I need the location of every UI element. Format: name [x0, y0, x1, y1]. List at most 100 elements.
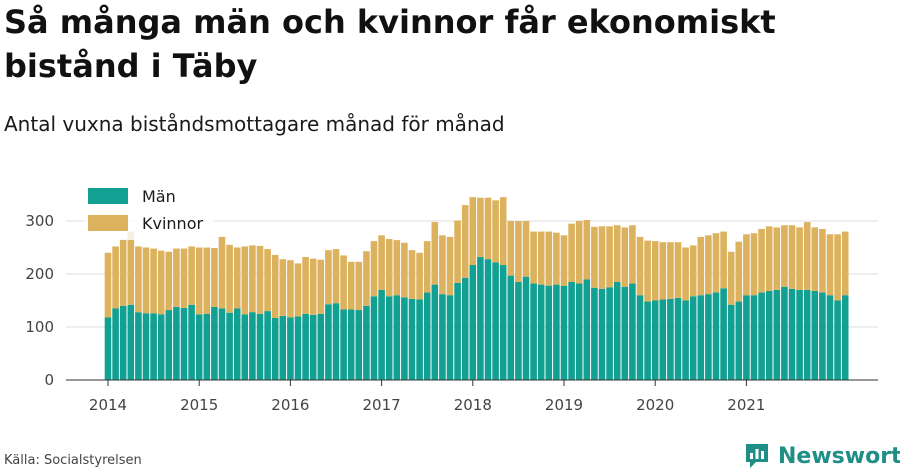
- bar-men: [537, 284, 545, 380]
- bar-men: [477, 257, 484, 380]
- bar-women: [591, 226, 598, 288]
- bar-men: [499, 264, 507, 380]
- bar-women: [515, 221, 522, 282]
- bar-women: [203, 247, 211, 314]
- legend-swatch: [88, 215, 128, 231]
- bar-women: [727, 251, 735, 305]
- bar-women: [423, 241, 431, 293]
- bar-women: [712, 233, 720, 293]
- bar-women: [363, 251, 370, 306]
- bar-men: [667, 298, 674, 380]
- bar-women: [461, 205, 469, 278]
- x-tick-label: 2018: [454, 396, 492, 414]
- bar-women: [583, 219, 591, 280]
- bar-men: [385, 296, 393, 380]
- bar-men: [439, 294, 446, 380]
- bar-men: [264, 311, 271, 380]
- bar-men: [287, 317, 294, 380]
- bar-women: [674, 242, 682, 298]
- bar-women: [560, 235, 568, 286]
- bar-men: [370, 296, 378, 380]
- bar-men: [575, 283, 583, 380]
- brand-logo: Newsworthy: [744, 440, 900, 472]
- bar-women: [811, 227, 819, 291]
- bar-women: [332, 249, 340, 304]
- bar-men: [173, 306, 180, 380]
- bar-women: [119, 239, 127, 306]
- bar-men: [636, 295, 644, 380]
- bar-women: [355, 261, 363, 311]
- bar-women: [765, 226, 773, 291]
- bar-women: [180, 248, 188, 308]
- bar-women: [256, 245, 264, 314]
- bar-men: [720, 288, 727, 380]
- bar-women: [302, 257, 309, 314]
- bar-women: [226, 244, 233, 313]
- bar-women: [287, 260, 294, 318]
- bar-women: [378, 235, 385, 290]
- source-note: Källa: Socialstyrelsen: [4, 453, 142, 468]
- bar-men: [773, 289, 781, 380]
- legend-swatch: [88, 188, 128, 204]
- bar-men: [507, 275, 515, 380]
- bar-women: [271, 254, 279, 318]
- bar-men: [743, 295, 750, 380]
- bar-men: [241, 314, 249, 380]
- bar-men: [271, 317, 279, 380]
- bar-women: [522, 221, 530, 277]
- bar-men: [674, 297, 682, 380]
- bar-women: [507, 221, 515, 276]
- bar-men: [484, 259, 492, 380]
- bar-women: [233, 247, 241, 309]
- bar-men: [218, 308, 226, 380]
- bar-women: [819, 228, 826, 293]
- bar-women: [606, 226, 613, 288]
- bar-women: [340, 255, 347, 310]
- bar-men: [104, 317, 112, 380]
- bar-women: [834, 234, 841, 301]
- bar-women: [499, 197, 507, 265]
- bar-women: [621, 227, 629, 287]
- bar-men: [781, 286, 788, 380]
- bar-men: [834, 300, 841, 380]
- bar-women: [743, 234, 750, 296]
- bar-men: [515, 281, 522, 380]
- x-tick-label: 2017: [363, 396, 401, 414]
- bar-men: [317, 313, 325, 380]
- bar-men: [180, 307, 188, 380]
- bar-women: [781, 225, 788, 287]
- bar-women: [150, 248, 157, 314]
- bar-women: [758, 228, 765, 293]
- bar-men: [826, 295, 834, 380]
- bar-women: [195, 247, 203, 315]
- bar-men: [363, 305, 370, 380]
- bar-men: [294, 316, 302, 380]
- bar-men: [408, 298, 416, 380]
- bar-women: [629, 225, 636, 284]
- bar-men: [598, 288, 606, 380]
- x-axis: 2014 2015 2016 2017 2018 2019 2020 2021: [66, 379, 878, 414]
- bar-men: [279, 315, 287, 380]
- bar-men: [765, 290, 773, 380]
- bar-men: [309, 314, 317, 380]
- bar-women: [705, 235, 712, 295]
- bar-men: [165, 310, 173, 380]
- bar-men: [613, 281, 621, 380]
- y-tick-label: 0: [44, 371, 54, 389]
- bar-women: [530, 231, 537, 284]
- bar-men: [841, 295, 849, 380]
- bar-women: [264, 249, 271, 312]
- bar-men: [393, 295, 401, 380]
- bar-men: [325, 304, 332, 380]
- bar-men: [233, 308, 241, 380]
- brand-name: Newsworthy: [778, 443, 900, 469]
- bar-women: [112, 246, 119, 309]
- bar-men: [788, 288, 796, 380]
- bar-women: [667, 242, 674, 299]
- bar-men: [355, 310, 363, 380]
- bar-women: [401, 242, 408, 298]
- bar-men: [256, 313, 264, 380]
- bar-men: [545, 285, 553, 380]
- bar-men: [758, 292, 765, 380]
- bar-women: [211, 248, 218, 307]
